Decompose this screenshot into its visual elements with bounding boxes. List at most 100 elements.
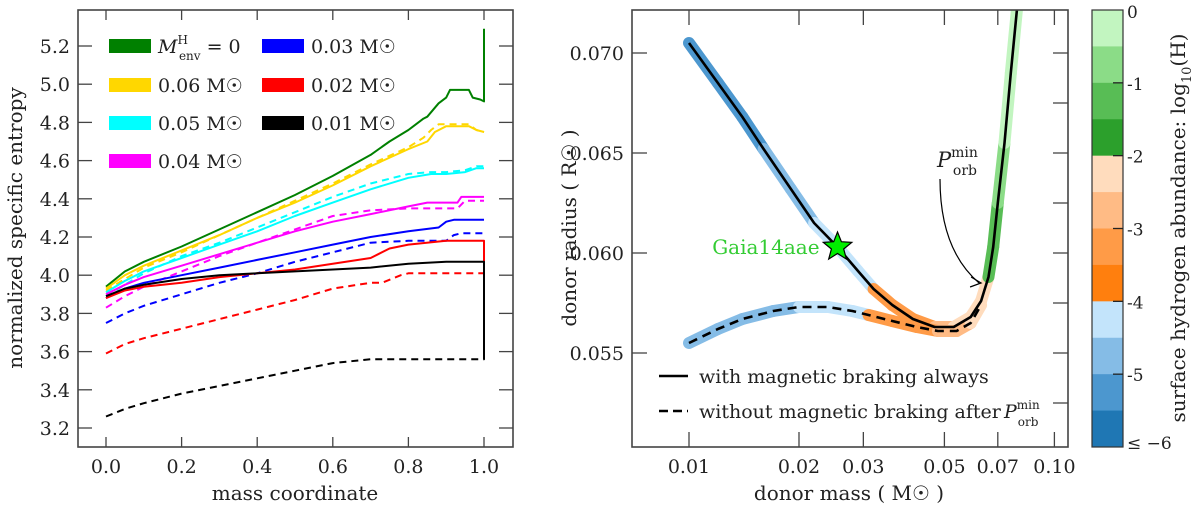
right-panel: 0.01 0.02 0.03 0.05 0.07 0.10 0.055 0.060 0.065 0…	[557, 9, 1076, 505]
colorbar-title: surface hydrogen abundance: log10(H)	[1166, 34, 1195, 423]
legend-swatch	[109, 116, 151, 130]
legend-label: 0.03 M☉	[311, 36, 396, 58]
left-series-line	[105, 195, 484, 296]
right-ticks: 0.01 0.02 0.03 0.05 0.07 0.10 0.055 0.060 0.065 0…	[570, 10, 1076, 478]
colorbar-tick-label: -4	[1127, 293, 1144, 313]
colorbar-bin	[1092, 374, 1123, 412]
left-series-line	[105, 261, 485, 418]
left-plot-frame	[77, 9, 514, 448]
left-y-tick-label: 3.4	[40, 380, 70, 402]
right-legend: with magnetic braking always without magn…	[659, 366, 1040, 429]
legend-swatch	[262, 116, 304, 130]
gaia14aae-star-icon	[821, 230, 854, 261]
legend-porb-min-label: Pmin orb	[1003, 398, 1040, 429]
colorbar-tick-label: -1	[1127, 75, 1144, 95]
legend-label-without-braking: without magnetic braking after	[699, 401, 1002, 423]
left-y-tick-label: 4.8	[40, 112, 70, 134]
left-y-tick-label: 3.2	[40, 418, 70, 440]
left-series-group	[105, 28, 485, 418]
right-plot-frame	[631, 9, 1069, 448]
track-line-without-braking	[688, 304, 983, 345]
left-y-tick-label: 4.4	[40, 189, 70, 211]
left-series-line	[105, 165, 484, 298]
left-x-axis-title: mass coordinate	[212, 481, 379, 505]
left-series-line	[105, 167, 484, 294]
porb-min-arrow	[939, 178, 980, 284]
colorbar-tick-label: 0	[1127, 3, 1138, 23]
legend-label: 0.02 M☉	[311, 75, 396, 97]
left-y-tick-label: 4.2	[40, 227, 70, 249]
legend-swatch	[262, 39, 304, 53]
left-series-line	[105, 239, 485, 300]
left-y-tick-label: 3.8	[40, 303, 70, 325]
legend-swatch	[262, 78, 304, 92]
left-y-tick-label: 4.6	[40, 151, 70, 173]
right-y-tick-label: 0.055	[570, 343, 624, 365]
right-y-tick-label: 0.070	[570, 43, 624, 65]
left-panel: 0.0 0.2 0.4 0.6 0.8 1.0 3.2 3.4 3.6 3.8 4.0 4.2 4.4 4…	[3, 9, 514, 505]
right-x-tick-label: 0.02	[778, 456, 820, 478]
left-legend: MH env = 0 0.06 M☉ 0.05 M☉ 0.04 M☉ 0.03 M☉ 0.0…	[109, 33, 396, 173]
right-x-tick-label: 0.01	[668, 456, 710, 478]
track-line-with-braking	[687, 10, 1019, 329]
left-series-line	[105, 218, 484, 299]
colorbar-bin	[1092, 264, 1123, 302]
colorbar-bin	[1092, 192, 1123, 229]
left-x-tick-label: 0.4	[242, 456, 272, 478]
legend-label: 0.06 M☉	[158, 75, 243, 97]
right-x-tick-label: 0.03	[842, 456, 884, 478]
arrowhead-icon	[969, 276, 983, 288]
colorbar-bin	[1092, 82, 1123, 120]
legend-label: 0.05 M☉	[158, 113, 243, 135]
right-y-tick-label: 0.060	[570, 243, 624, 265]
left-x-tick-label: 1.0	[469, 456, 499, 478]
colorbar-bin	[1092, 46, 1123, 84]
right-series-group	[683, 10, 1023, 349]
legend-label: MH env = 0	[157, 33, 241, 63]
right-x-tick-label: 0.05	[923, 456, 965, 478]
left-series-line	[105, 125, 485, 290]
left-series-line	[105, 123, 485, 292]
left-series-line	[105, 260, 485, 360]
colorbar-bin	[1092, 10, 1123, 47]
colorbar: 0 -1 -2 -3 -4 -5 ≤ −6 surface hydrogen abundanc…	[1091, 3, 1195, 454]
colorbar-bin	[1092, 228, 1123, 266]
colorbar-bin	[1092, 337, 1123, 375]
left-y-tick-label: 4.0	[40, 265, 70, 287]
colorbar-tick-label: -3	[1127, 221, 1144, 241]
colorbar-bin	[1092, 155, 1123, 193]
left-y-tick-label: 3.6	[40, 342, 70, 364]
left-series-line	[105, 28, 485, 288]
colorbar-bin	[1092, 410, 1123, 448]
left-series-line	[105, 232, 484, 324]
right-y-axis-title: donor radius ( R☉ )	[557, 129, 581, 326]
left-y-tick-label: 5.0	[40, 74, 70, 96]
right-x-tick-label: 0.07	[977, 456, 1019, 478]
left-ticks: 0.0 0.2 0.4 0.6 0.8 1.0 3.2 3.4 3.6 3.8 4.0 4.2 4.4 4…	[40, 10, 513, 478]
legend-label: 0.01 M☉	[311, 113, 396, 135]
left-x-tick-label: 0.0	[91, 456, 121, 478]
gaia14aae-label: Gaia14aae	[712, 235, 819, 259]
colorbar-bin	[1092, 119, 1123, 157]
colorbar-tick-label: ≤ −6	[1127, 434, 1172, 454]
colorbar-bin	[1092, 301, 1123, 339]
legend-swatch	[109, 39, 151, 53]
legend-swatch	[109, 154, 151, 168]
right-x-axis-title: donor mass ( M☉ )	[754, 481, 944, 505]
legend-swatch	[109, 78, 151, 92]
left-series-line	[105, 272, 484, 355]
right-x-tick-label: 0.10	[1033, 456, 1075, 478]
right-y-tick-label: 0.065	[570, 143, 624, 165]
left-y-axis-title: normalized specific entropy	[3, 87, 27, 369]
left-x-tick-label: 0.8	[393, 456, 423, 478]
left-y-tick-label: 5.2	[40, 36, 70, 58]
left-x-tick-label: 0.6	[318, 456, 348, 478]
porb-min-annotation: Pmin orb	[936, 145, 978, 179]
colorbar-tick-label: -2	[1127, 148, 1144, 168]
right-annotations: Gaia14aae Pmin orb	[712, 145, 983, 288]
legend-label: 0.04 M☉	[158, 151, 243, 173]
left-x-tick-label: 0.2	[166, 456, 196, 478]
legend-label-with-braking: with magnetic braking always	[699, 366, 989, 388]
colorbar-tick-label: -5	[1127, 366, 1144, 386]
